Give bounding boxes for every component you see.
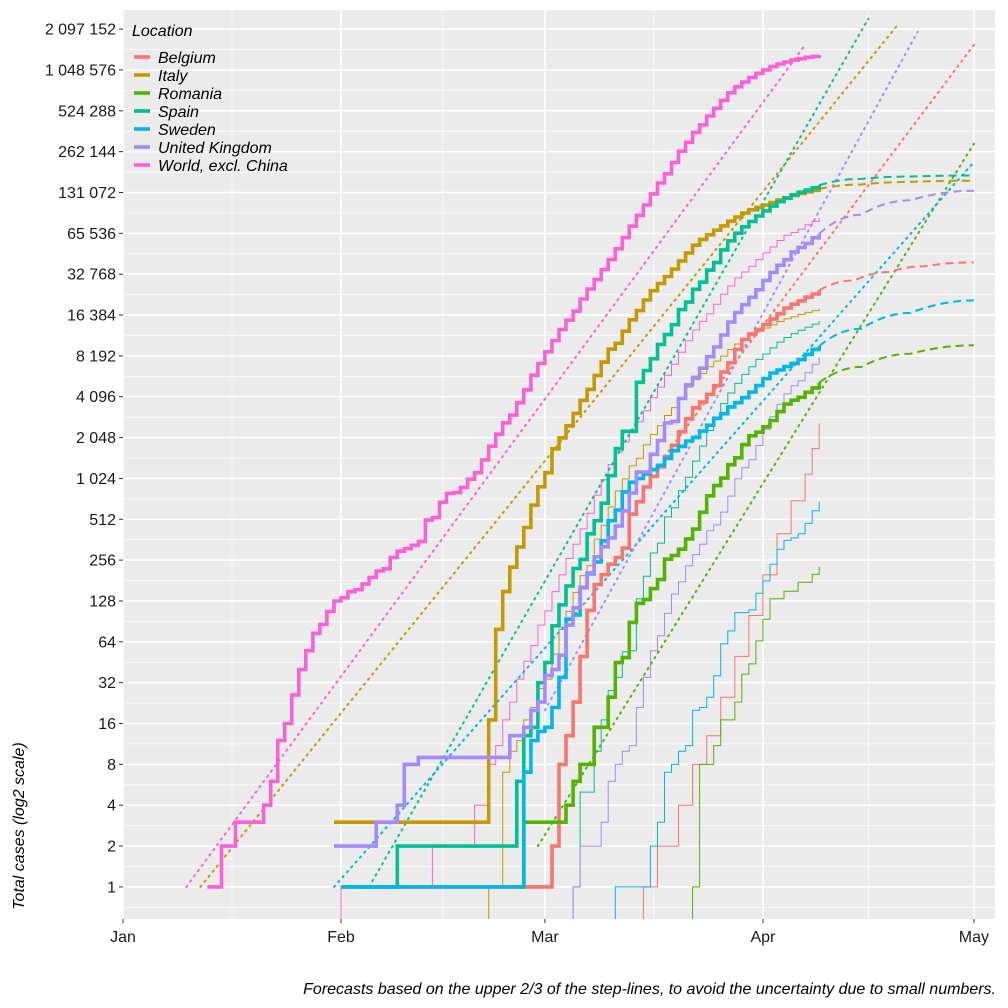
series-line-united-kingdom bbox=[334, 233, 821, 848]
x-tick-label: May bbox=[959, 929, 989, 946]
y-axis-title: Total cases (log2 scale) bbox=[11, 742, 28, 910]
forecast-line-sweden bbox=[818, 299, 974, 347]
trend-line-united-kingdom bbox=[543, 30, 919, 712]
trend-lines bbox=[185, 17, 975, 888]
y-tick-label: 4 096 bbox=[76, 389, 116, 406]
x-tick-label: Apr bbox=[750, 929, 776, 946]
trend-line-romania bbox=[536, 142, 975, 848]
y-tick-label: 2 097 152 bbox=[45, 22, 116, 39]
thin-line-belgium bbox=[642, 423, 820, 919]
y-tick-label: 2 048 bbox=[76, 430, 116, 447]
thin-line-romania bbox=[692, 566, 820, 919]
y-tick-label: 16 384 bbox=[67, 308, 116, 325]
y-tick-label: 1 bbox=[107, 879, 116, 896]
series-line-spain bbox=[341, 185, 821, 889]
legend-label-world-excl-china: World, excl. China bbox=[158, 158, 288, 175]
thin-line-world-excl-china bbox=[340, 217, 820, 919]
legend-label-belgium: Belgium bbox=[158, 50, 216, 67]
trend-line-belgium bbox=[663, 44, 975, 458]
x-axis-ticks: Jan Feb Mar Apr May bbox=[110, 919, 989, 946]
y-tick-label: 1 048 576 bbox=[45, 62, 116, 79]
thin-line-sweden bbox=[614, 501, 820, 919]
forecast-line-italy bbox=[818, 179, 974, 190]
legend-label-spain: Spain bbox=[158, 104, 199, 121]
y-tick-label: 8 192 bbox=[76, 348, 116, 365]
thin-line-italy bbox=[488, 308, 820, 919]
y-tick-label: 64 bbox=[98, 634, 116, 651]
legend-label-italy: Italy bbox=[158, 68, 188, 85]
y-tick-label: 131 072 bbox=[58, 185, 116, 202]
y-tick-label: 1 024 bbox=[76, 471, 116, 488]
y-tick-label: 128 bbox=[89, 593, 116, 610]
series-line-belgium bbox=[362, 290, 821, 889]
y-tick-label: 256 bbox=[89, 553, 116, 570]
legend-label-united-kingdom: United Kingdom bbox=[158, 140, 272, 157]
chart-caption: Forecasts based on the upper 2/3 of the … bbox=[303, 981, 996, 998]
trend-line-sweden bbox=[333, 161, 975, 888]
y-tick-label: 512 bbox=[89, 512, 116, 529]
y-tick-label: 524 288 bbox=[58, 103, 116, 120]
y-tick-label: 262 144 bbox=[58, 144, 116, 161]
y-tick-label: 32 768 bbox=[67, 267, 116, 284]
legend-title: Location bbox=[132, 23, 193, 40]
y-tick-label: 32 bbox=[98, 675, 116, 692]
series-line-world-excl-china bbox=[207, 54, 821, 889]
x-tick-label: Jan bbox=[110, 929, 136, 946]
y-tick-label: 16 bbox=[98, 716, 116, 733]
x-tick-label: Feb bbox=[327, 929, 355, 946]
forecast-line-united-kingdom bbox=[818, 189, 974, 235]
y-tick-label: 65 536 bbox=[67, 226, 116, 243]
forecast-line-belgium bbox=[818, 261, 974, 292]
y-tick-label: 2 bbox=[107, 839, 116, 856]
y-tick-label: 4 bbox=[107, 798, 116, 815]
series-line-romania bbox=[516, 382, 821, 889]
y-tick-label: 8 bbox=[107, 757, 116, 774]
forecast-line-romania bbox=[818, 344, 974, 384]
trend-line-world-excl-china bbox=[185, 44, 807, 888]
legend-label-romania: Romania bbox=[158, 86, 222, 103]
y-axis-ticks: 1 2 4 8 16 32 64 128 256 512 1 024 2 048 4 096 8 192 1… bbox=[45, 22, 123, 896]
series-line-italy bbox=[334, 188, 821, 824]
forecast-lines bbox=[818, 174, 974, 384]
main-step-lines bbox=[207, 54, 821, 889]
thin-line-spain bbox=[572, 321, 820, 919]
forecast-line-spain bbox=[818, 174, 974, 187]
legend: Location BelgiumItalyRomaniaSpainSwedenU… bbox=[132, 23, 288, 175]
x-tick-label: Mar bbox=[531, 929, 559, 946]
legend-label-sweden: Sweden bbox=[158, 122, 216, 139]
trend-line-spain bbox=[368, 17, 870, 888]
